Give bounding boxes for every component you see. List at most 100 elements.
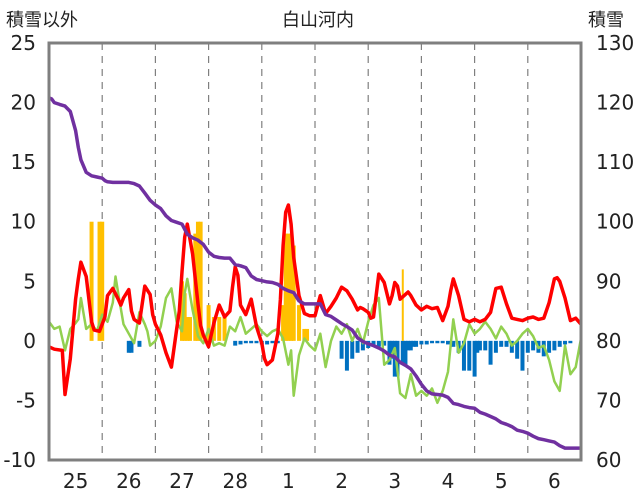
precip-bar: [461, 340, 466, 371]
precip-bar: [270, 340, 275, 344]
x-tick-label: 4: [442, 469, 455, 493]
precip-bar: [531, 340, 536, 351]
left-axis-ticks: 25 20 15 10 5 0 -5 -10: [3, 31, 36, 472]
precip-bar: [475, 340, 480, 353]
precip-bar: [360, 340, 365, 351]
x-tick-label: 2: [335, 469, 348, 493]
right-tick-label: 120: [596, 91, 634, 115]
right-tick-label: 60: [596, 448, 621, 472]
precip-bar: [185, 317, 190, 341]
precip-bar: [249, 340, 254, 344]
x-tick-label: 6: [548, 469, 561, 493]
precip-bar: [100, 221, 105, 341]
series-line-purple: [48, 96, 581, 450]
x-tick-label: 25: [63, 469, 88, 493]
precip-bar: [297, 305, 302, 341]
precip-bar: [222, 317, 227, 341]
precip-bar: [488, 340, 493, 365]
precip-bar: [238, 340, 243, 345]
precip-bar: [477, 340, 482, 351]
precip-bar: [281, 305, 286, 341]
left-tick-label: 25: [11, 31, 36, 55]
precip-bar: [137, 340, 142, 347]
precip-bar: [129, 340, 134, 353]
precip-bar: [483, 340, 488, 351]
right-tick-label: 70: [596, 388, 621, 412]
precip-bar: [525, 340, 530, 353]
precip-bar: [515, 340, 520, 359]
precip-bar: [89, 221, 94, 341]
precip-bar: [289, 233, 294, 341]
precip-bar: [408, 340, 413, 351]
left-tick-label: 10: [11, 210, 36, 234]
precip-bar: [376, 340, 381, 347]
series-line-red: [48, 203, 583, 397]
precip-bar: [552, 340, 557, 351]
precip-bars: [89, 221, 573, 377]
precip-bar: [424, 340, 429, 345]
precip-bar: [419, 340, 424, 345]
chart-title: 白山河内: [282, 10, 354, 31]
left-tick-label: 20: [11, 91, 36, 115]
precip-mark: [401, 269, 404, 341]
precip-bar: [390, 340, 395, 359]
precip-bar: [446, 340, 450, 345]
precip-bar: [206, 305, 211, 341]
series-line-green: [47, 275, 583, 405]
precip-bar: [180, 281, 184, 341]
left-tick-label: -10: [3, 448, 36, 472]
x-tick-label: 3: [388, 469, 401, 493]
precip-bar: [350, 340, 355, 359]
plot-area-frame: [47, 41, 583, 462]
x-tick-label: 27: [169, 469, 194, 493]
precip-bar: [563, 340, 568, 345]
left-tick-label: 0: [23, 329, 36, 353]
precip-bar: [414, 340, 419, 347]
precip-bar: [382, 340, 387, 346]
right-tick-label: 80: [596, 329, 621, 353]
precip-bar: [265, 340, 270, 345]
precip-bar: [339, 340, 344, 359]
grid: [101, 43, 529, 460]
precip-bar: [302, 328, 307, 341]
precip-bar: [435, 340, 440, 344]
precip-bar: [411, 340, 416, 347]
x-tick-label: 1: [282, 469, 295, 493]
right-axis-ticks: 130 120 110 100 90 80 70 60: [596, 31, 634, 472]
precip-bar: [126, 340, 131, 353]
precip-bar: [547, 340, 552, 353]
precip-bar: [406, 340, 411, 351]
precip-bar: [217, 317, 222, 341]
precip-bar: [97, 221, 102, 341]
precip-bar: [451, 340, 456, 347]
precip-bar: [568, 340, 573, 344]
precip-bar: [187, 317, 192, 341]
precip-bar: [472, 340, 477, 377]
x-tick-label: 26: [116, 469, 141, 493]
right-tick-label: 130: [596, 31, 634, 55]
precip-bar: [440, 340, 445, 344]
precip-bar: [467, 340, 472, 371]
precip-bar: [387, 340, 392, 365]
precip-bar: [182, 293, 187, 341]
precip-bar: [283, 233, 288, 341]
precip-bar: [305, 328, 310, 341]
left-tick-label: -5: [16, 388, 36, 412]
precip-bar: [557, 340, 562, 347]
right-tick-label: 100: [596, 210, 634, 234]
precip-bar: [520, 340, 525, 371]
x-tick-label: 5: [495, 469, 508, 493]
precip-bar: [243, 340, 248, 344]
x-axis-ticks: 25 26 27 28 1 2 3 4 5 6: [63, 469, 561, 493]
precip-bar: [400, 340, 405, 365]
right-tick-label: 110: [596, 150, 634, 174]
precip-bar: [430, 340, 435, 344]
x-tick-label: 28: [222, 469, 247, 493]
right-tick-label: 90: [596, 269, 621, 293]
precip-bar: [198, 221, 203, 341]
precip-bar: [504, 340, 509, 347]
precip-bar: [493, 340, 498, 353]
precip-bar: [355, 340, 360, 353]
precip-bar: [286, 233, 291, 341]
